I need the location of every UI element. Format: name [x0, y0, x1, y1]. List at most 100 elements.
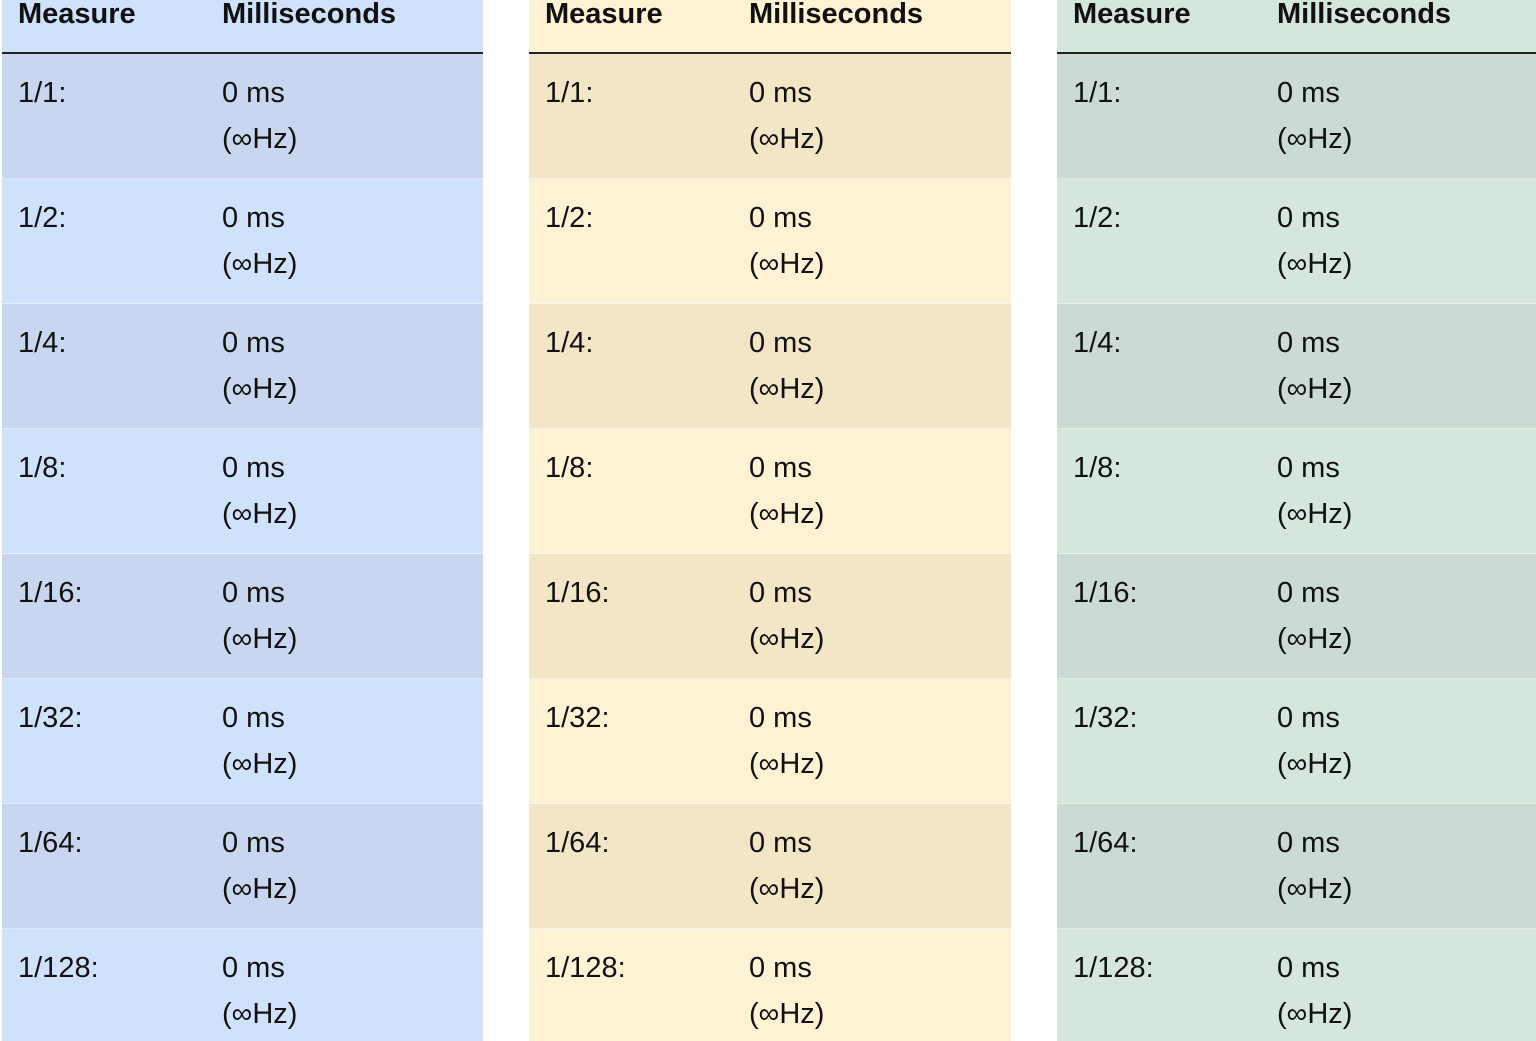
table-header: Measure Milliseconds	[1057, 0, 1536, 54]
ms-value: 0 ms	[1277, 952, 1340, 984]
ms-value: 0 ms	[1277, 577, 1340, 609]
measure-cell: 1/32:	[545, 702, 610, 734]
measure-cell: 1/4:	[18, 327, 67, 359]
table-row: 1/2: 0 ms (∞Hz)	[1057, 179, 1536, 304]
measure-cell: 1/32:	[1073, 702, 1138, 734]
table-row: 1/1: 0 ms (∞Hz)	[529, 54, 1011, 179]
ms-value: 0 ms	[749, 702, 812, 734]
table: Measure Milliseconds 1/1: 0 ms (∞Hz) 1/2: 0 ms…	[1057, 0, 1536, 1041]
hz-value: (∞Hz)	[1277, 873, 1353, 905]
measure-cell: 1/128:	[545, 952, 626, 984]
ms-value: 0 ms	[1277, 702, 1340, 734]
table-header: Measure Milliseconds	[2, 0, 483, 54]
column-header: Milliseconds	[749, 0, 924, 30]
measure-cell: 1/4:	[545, 327, 594, 359]
table-row: 1/64: 0 ms (∞Hz)	[2, 804, 483, 929]
measure-cell: 1/8:	[18, 452, 67, 484]
ms-value: 0 ms	[749, 577, 812, 609]
measure-cell: 1/16:	[18, 577, 83, 609]
column-header: Measure	[1073, 0, 1191, 30]
hz-value: (∞Hz)	[1277, 498, 1353, 530]
ms-value: 0 ms	[222, 577, 285, 609]
column-header: Milliseconds	[1277, 0, 1452, 30]
hz-value: (∞Hz)	[222, 998, 298, 1030]
ms-value: 0 ms	[222, 77, 285, 109]
measure-cell: 1/16:	[1073, 577, 1138, 609]
table-row: 1/1: 0 ms (∞Hz)	[2, 54, 483, 179]
table-row: 1/32: 0 ms (∞Hz)	[2, 679, 483, 804]
hz-value: (∞Hz)	[1277, 623, 1353, 655]
table: Measure Milliseconds 1/1: 0 ms (∞Hz) 1/2: 0 ms…	[529, 0, 1011, 1041]
table-row: 1/128: 0 ms (∞Hz)	[1057, 929, 1536, 1041]
hz-value: (∞Hz)	[749, 998, 825, 1030]
ms-value: 0 ms	[1277, 827, 1340, 859]
measure-cell: 1/8:	[545, 452, 594, 484]
table-row: 1/1: 0 ms (∞Hz)	[1057, 54, 1536, 179]
hz-value: (∞Hz)	[1277, 248, 1353, 280]
table-row: 1/8: 0 ms (∞Hz)	[1057, 429, 1536, 554]
hz-value: (∞Hz)	[222, 248, 298, 280]
table-row: 1/2: 0 ms (∞Hz)	[2, 179, 483, 304]
hz-value: (∞Hz)	[749, 748, 825, 780]
measure-cell: 1/4:	[1073, 327, 1122, 359]
ms-value: 0 ms	[749, 452, 812, 484]
measure-cell: 1/64:	[1073, 827, 1138, 859]
table-row: 1/32: 0 ms (∞Hz)	[529, 679, 1011, 804]
ms-value: 0 ms	[1277, 77, 1340, 109]
table-row: 1/16: 0 ms (∞Hz)	[1057, 554, 1536, 679]
hz-value: (∞Hz)	[222, 873, 298, 905]
hz-value: (∞Hz)	[222, 373, 298, 405]
column-header: Milliseconds	[222, 0, 397, 30]
ms-value: 0 ms	[749, 77, 812, 109]
measure-cell: 1/1:	[545, 77, 594, 109]
measure-cell: 1/128:	[18, 952, 99, 984]
table-header: Measure Milliseconds	[529, 0, 1011, 54]
hz-value: (∞Hz)	[749, 373, 825, 405]
ms-value: 0 ms	[222, 327, 285, 359]
ms-value: 0 ms	[222, 202, 285, 234]
ms-value: 0 ms	[222, 702, 285, 734]
measure-cell: 1/8:	[1073, 452, 1122, 484]
measure-cell: 1/1:	[1073, 77, 1122, 109]
hz-value: (∞Hz)	[1277, 748, 1353, 780]
hz-value: (∞Hz)	[749, 873, 825, 905]
measure-cell: 1/1:	[18, 77, 67, 109]
table-row: 1/128: 0 ms (∞Hz)	[529, 929, 1011, 1041]
table-row: 1/64: 0 ms (∞Hz)	[1057, 804, 1536, 929]
table-row: 1/8: 0 ms (∞Hz)	[2, 429, 483, 554]
measure-cell: 1/16:	[545, 577, 610, 609]
measure-cell: 1/32:	[18, 702, 83, 734]
hz-value: (∞Hz)	[222, 623, 298, 655]
hz-value: (∞Hz)	[1277, 373, 1353, 405]
ms-value: 0 ms	[222, 827, 285, 859]
measure-cell: 1/2:	[545, 202, 594, 234]
table-row: 1/4: 0 ms (∞Hz)	[1057, 304, 1536, 429]
table: Measure Milliseconds 1/1: 0 ms (∞Hz) 1/2: 0 ms…	[2, 0, 483, 1041]
table-row: 1/32: 0 ms (∞Hz)	[1057, 679, 1536, 804]
ms-value: 0 ms	[749, 202, 812, 234]
measure-cell: 1/64:	[18, 827, 83, 859]
table-row: 1/64: 0 ms (∞Hz)	[529, 804, 1011, 929]
hz-value: (∞Hz)	[749, 123, 825, 155]
column-header: Measure	[545, 0, 663, 30]
measure-cell: 1/2:	[18, 202, 67, 234]
ms-value: 0 ms	[749, 952, 812, 984]
hz-value: (∞Hz)	[1277, 998, 1353, 1030]
table-row: 1/16: 0 ms (∞Hz)	[529, 554, 1011, 679]
ms-value: 0 ms	[749, 827, 812, 859]
hz-value: (∞Hz)	[749, 623, 825, 655]
ms-value: 0 ms	[1277, 452, 1340, 484]
measure-cell: 1/64:	[545, 827, 610, 859]
measure-cell: 1/128:	[1073, 952, 1154, 984]
hz-value: (∞Hz)	[222, 498, 298, 530]
hz-value: (∞Hz)	[222, 123, 298, 155]
ms-value: 0 ms	[222, 952, 285, 984]
hz-value: (∞Hz)	[222, 748, 298, 780]
table-row: 1/128: 0 ms (∞Hz)	[2, 929, 483, 1041]
table-row: 1/4: 0 ms (∞Hz)	[529, 304, 1011, 429]
table-row: 1/2: 0 ms (∞Hz)	[529, 179, 1011, 304]
ms-value: 0 ms	[749, 327, 812, 359]
table-row: 1/8: 0 ms (∞Hz)	[529, 429, 1011, 554]
table-row: 1/4: 0 ms (∞Hz)	[2, 304, 483, 429]
